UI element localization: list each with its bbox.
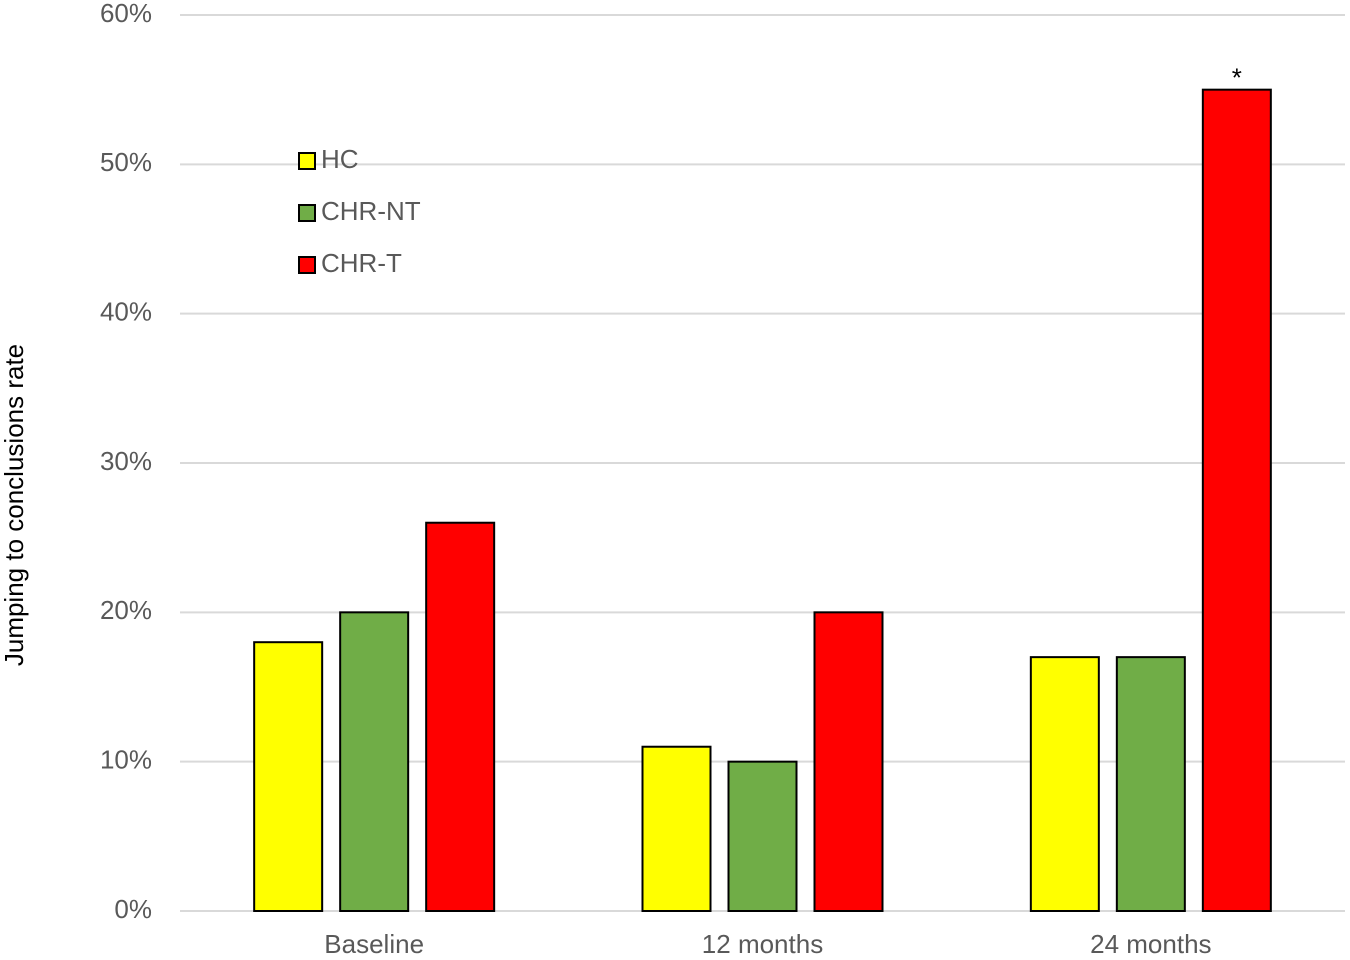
legend-swatch — [298, 204, 316, 222]
annotation: * — [1232, 63, 1242, 93]
bar — [641, 745, 712, 912]
y-tick-label: 50% — [100, 147, 152, 177]
y-tick-label: 0% — [114, 894, 152, 924]
bar — [253, 641, 324, 912]
bar — [1029, 656, 1100, 913]
x-tick-label: Baseline — [324, 929, 424, 959]
bar — [1115, 656, 1186, 913]
x-tick-label: 24 months — [1090, 929, 1211, 959]
y-tick-label: 30% — [100, 446, 152, 476]
legend-label: CHR-T — [321, 248, 402, 278]
legend-label: HC — [321, 144, 359, 174]
bar — [813, 611, 884, 912]
y-tick-label: 10% — [100, 745, 152, 775]
y-axis-label: Jumping to conclusions rate — [0, 344, 29, 666]
y-tick-label: 40% — [100, 297, 152, 327]
legend-swatch — [298, 152, 316, 170]
bar — [1201, 88, 1272, 912]
y-tick-label: 20% — [100, 595, 152, 625]
legend-swatch — [298, 256, 316, 274]
y-tick-label: 60% — [100, 0, 152, 28]
bar — [727, 760, 798, 913]
x-tick-label: 12 months — [702, 929, 823, 959]
bar — [425, 521, 496, 912]
bar — [339, 611, 410, 912]
legend-label: CHR-NT — [321, 196, 421, 226]
